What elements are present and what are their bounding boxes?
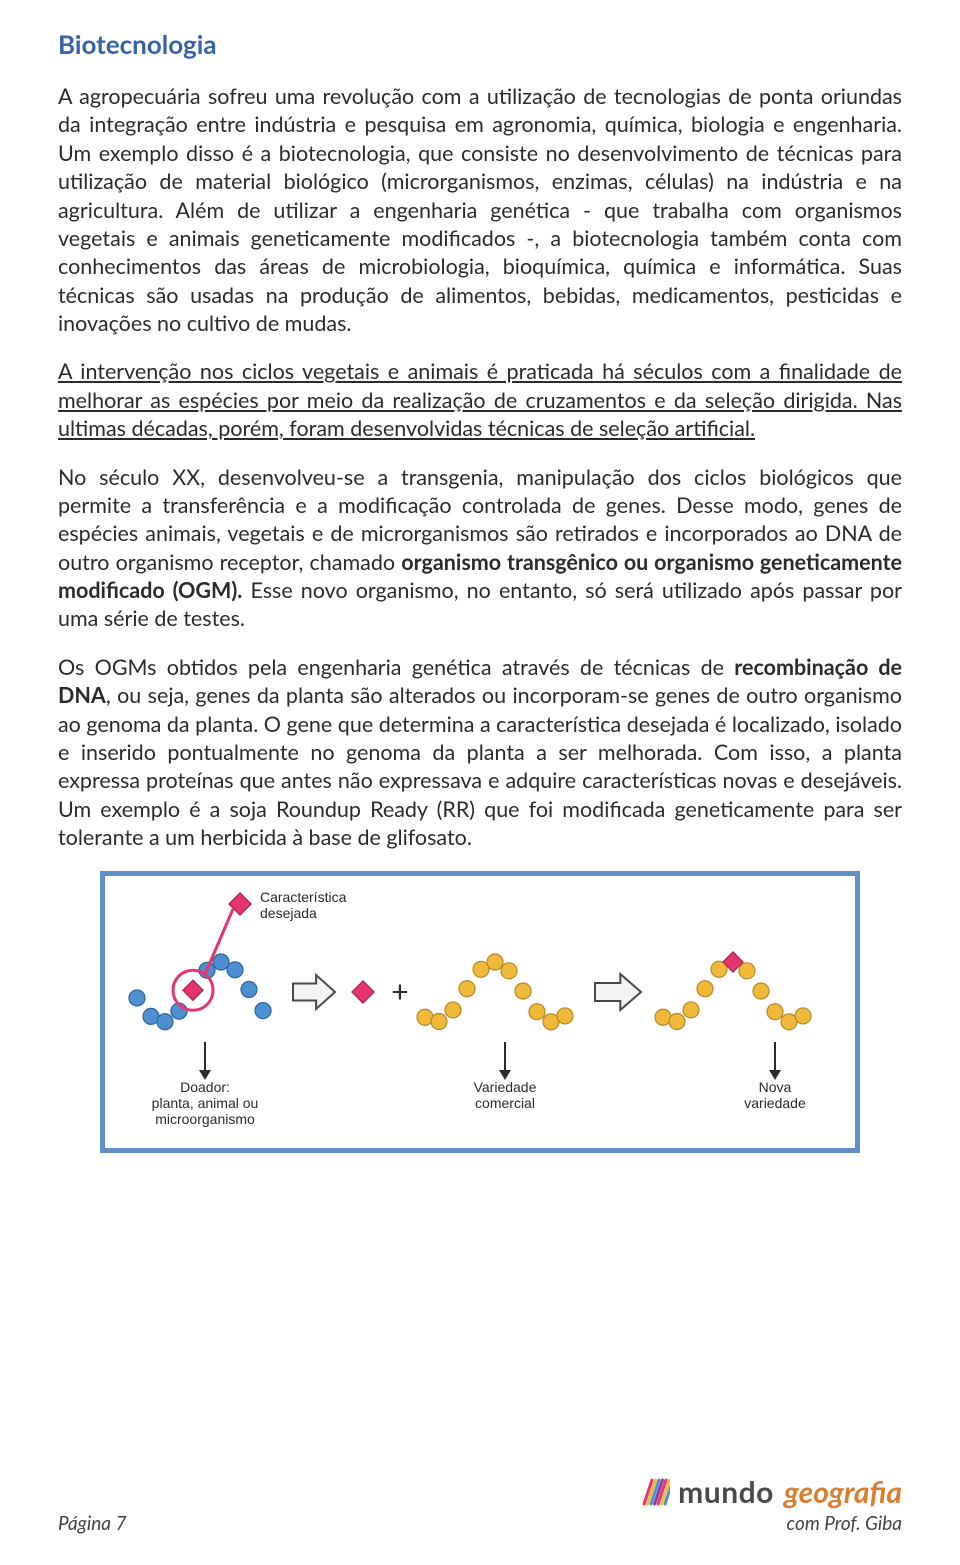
brand-block: mundo geografia com Prof. Giba — [642, 1474, 902, 1535]
dna-recombination-diagram: Característicadesejada Doador:planta, ani… — [100, 871, 860, 1153]
brand-row: mundo geografia — [642, 1474, 902, 1510]
paragraph-3: No século XX, desenvolveu-se a transgeni… — [58, 463, 902, 633]
paragraph-1: A agropecuária sofreu uma revolução com … — [58, 82, 902, 337]
page-footer: Página 7 mundo geografia com Prof. Giba — [58, 1474, 902, 1535]
brand-subtitle: com Prof. Giba — [642, 1512, 902, 1535]
svg-text:Variedadecomercial: Variedadecomercial — [474, 1079, 537, 1111]
page-title: Biotecnologia — [58, 28, 902, 60]
paragraph-2-underlined: A intervenção nos ciclos vegetais e anim… — [58, 357, 902, 442]
diagram-svg: Característicadesejada Doador:planta, ani… — [115, 884, 851, 1144]
brand-word-mundo: mundo — [678, 1474, 774, 1510]
svg-text:Doador:planta, animal oumicroo: Doador:planta, animal oumicroorganismo — [152, 1079, 259, 1127]
paragraph-4-text-a: Os OGMs obtidos pela engenharia genética… — [58, 654, 734, 680]
svg-text:Característicadesejada: Característicadesejada — [260, 889, 347, 921]
page-number: Página 7 — [58, 1512, 126, 1535]
paragraph-4-text-c: , ou seja, genes da planta são alterados… — [58, 682, 902, 850]
brand-word-geografia: geografia — [784, 1474, 902, 1510]
brand-logo-icon — [642, 1478, 670, 1506]
svg-text:+: + — [391, 973, 408, 1009]
paragraph-4: Os OGMs obtidos pela engenharia genética… — [58, 653, 902, 852]
svg-text:Novavariedade: Novavariedade — [744, 1079, 806, 1111]
